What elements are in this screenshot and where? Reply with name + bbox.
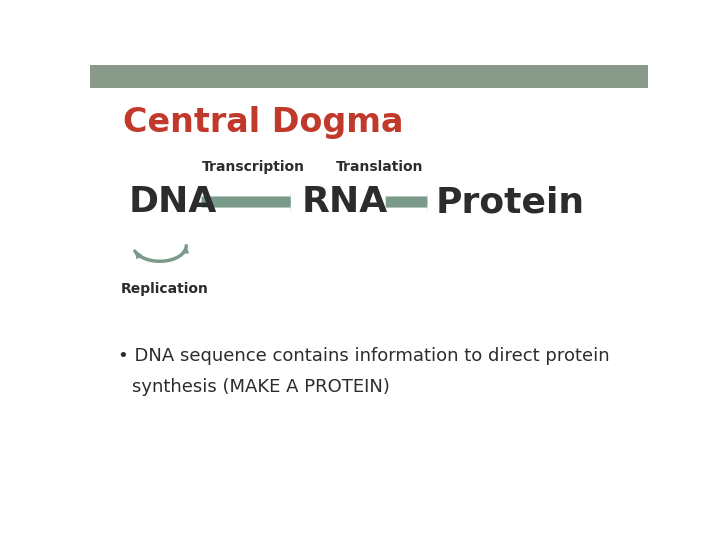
Text: Transcription: Transcription xyxy=(202,160,305,174)
Text: Replication: Replication xyxy=(121,282,209,296)
Text: Central Dogma: Central Dogma xyxy=(124,106,404,139)
Bar xyxy=(90,65,648,87)
Text: Protein: Protein xyxy=(436,185,585,219)
Text: RNA: RNA xyxy=(302,185,388,219)
Text: DNA: DNA xyxy=(129,185,217,219)
Text: synthesis (MAKE A PROTEIN): synthesis (MAKE A PROTEIN) xyxy=(132,378,390,396)
Text: • DNA sequence contains information to direct protein: • DNA sequence contains information to d… xyxy=(118,347,610,365)
Text: Translation: Translation xyxy=(336,160,423,174)
